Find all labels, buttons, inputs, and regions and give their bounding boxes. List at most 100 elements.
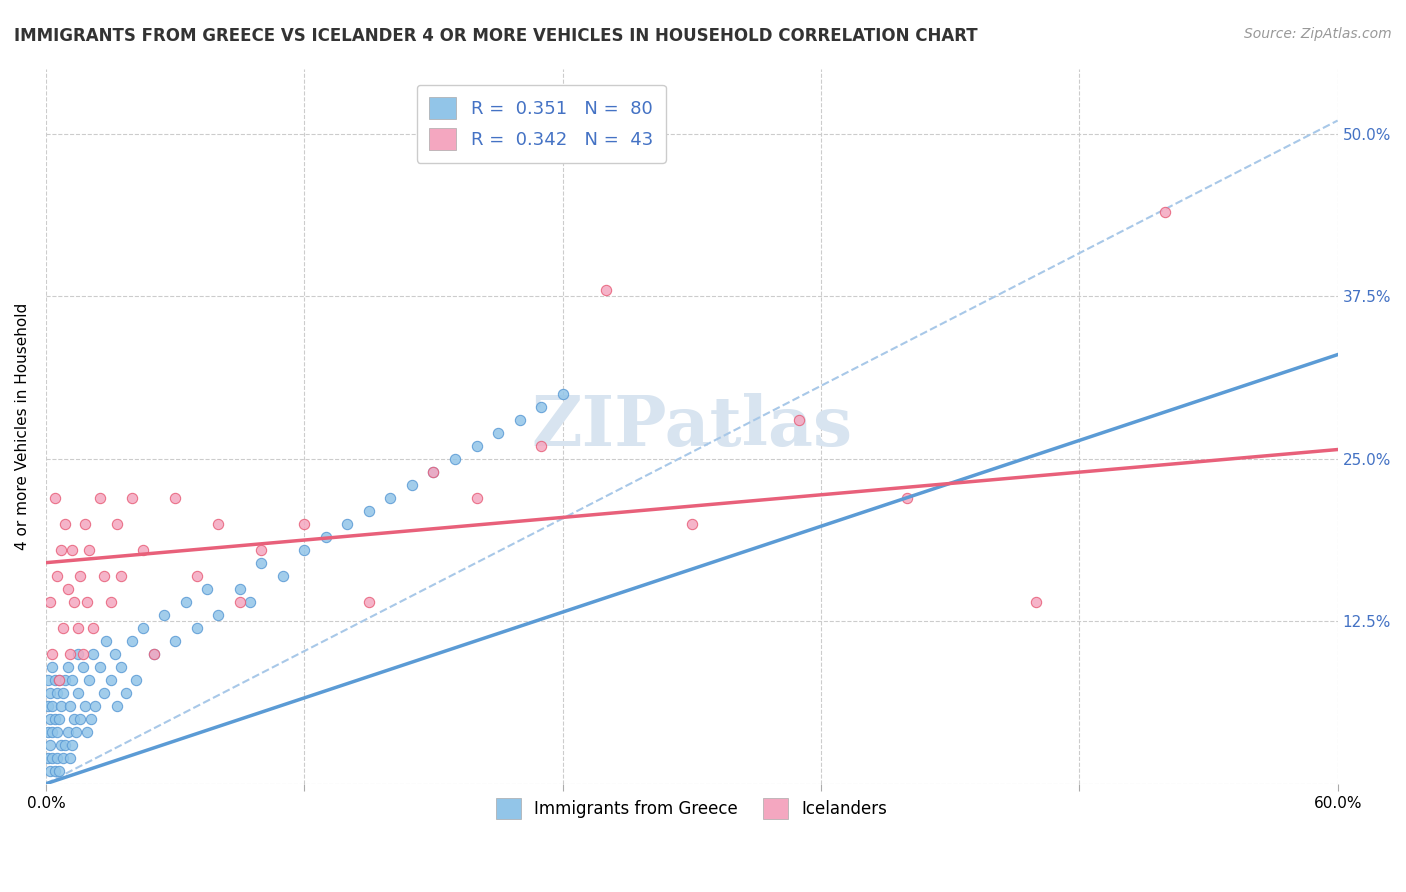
Point bbox=[48, 673, 70, 687]
Point bbox=[37, 673, 59, 687]
Point bbox=[65, 724, 87, 739]
Point bbox=[110, 568, 132, 582]
Point bbox=[59, 647, 82, 661]
Point bbox=[1154, 204, 1177, 219]
Point bbox=[165, 491, 187, 505]
Point bbox=[49, 698, 72, 713]
Point bbox=[357, 595, 380, 609]
Point bbox=[41, 724, 63, 739]
Point bbox=[228, 595, 250, 609]
Point bbox=[39, 712, 62, 726]
Point bbox=[465, 491, 488, 505]
Point bbox=[465, 439, 488, 453]
Point bbox=[250, 542, 273, 557]
Point bbox=[105, 516, 128, 531]
Point bbox=[84, 698, 107, 713]
Point bbox=[52, 621, 75, 635]
Point bbox=[89, 491, 111, 505]
Point bbox=[56, 724, 79, 739]
Point bbox=[60, 542, 83, 557]
Legend: Immigrants from Greece, Icelanders: Immigrants from Greece, Icelanders bbox=[489, 792, 894, 825]
Point bbox=[48, 673, 70, 687]
Point bbox=[52, 750, 75, 764]
Point bbox=[49, 738, 72, 752]
Point bbox=[37, 698, 59, 713]
Point bbox=[45, 724, 67, 739]
Point bbox=[41, 647, 63, 661]
Point bbox=[77, 542, 100, 557]
Point bbox=[52, 686, 75, 700]
Point bbox=[48, 712, 70, 726]
Point bbox=[89, 659, 111, 673]
Point bbox=[100, 595, 122, 609]
Point bbox=[93, 686, 115, 700]
Point bbox=[73, 698, 96, 713]
Point bbox=[93, 568, 115, 582]
Point bbox=[60, 673, 83, 687]
Point bbox=[69, 712, 91, 726]
Point bbox=[63, 712, 86, 726]
Point bbox=[530, 400, 553, 414]
Point bbox=[59, 698, 82, 713]
Point bbox=[186, 568, 208, 582]
Point bbox=[39, 595, 62, 609]
Point bbox=[67, 686, 90, 700]
Point bbox=[59, 750, 82, 764]
Point bbox=[121, 633, 143, 648]
Point bbox=[53, 738, 76, 752]
Point bbox=[82, 647, 104, 661]
Point bbox=[72, 647, 94, 661]
Point bbox=[45, 568, 67, 582]
Point bbox=[41, 698, 63, 713]
Point bbox=[41, 750, 63, 764]
Point bbox=[77, 673, 100, 687]
Point bbox=[56, 659, 79, 673]
Point bbox=[271, 568, 294, 582]
Point bbox=[96, 633, 118, 648]
Point bbox=[105, 698, 128, 713]
Point bbox=[67, 621, 90, 635]
Point bbox=[53, 516, 76, 531]
Point bbox=[104, 647, 127, 661]
Point bbox=[315, 530, 337, 544]
Point bbox=[121, 491, 143, 505]
Point bbox=[49, 542, 72, 557]
Point bbox=[45, 686, 67, 700]
Point bbox=[60, 738, 83, 752]
Point bbox=[80, 712, 103, 726]
Point bbox=[896, 491, 918, 505]
Point bbox=[56, 582, 79, 596]
Point bbox=[44, 712, 66, 726]
Point bbox=[292, 516, 315, 531]
Point bbox=[44, 764, 66, 778]
Point bbox=[595, 283, 617, 297]
Point bbox=[45, 750, 67, 764]
Point bbox=[82, 621, 104, 635]
Point bbox=[207, 516, 229, 531]
Point bbox=[76, 595, 98, 609]
Point bbox=[125, 673, 148, 687]
Point bbox=[486, 425, 509, 440]
Point bbox=[142, 647, 165, 661]
Point bbox=[551, 386, 574, 401]
Text: IMMIGRANTS FROM GREECE VS ICELANDER 4 OR MORE VEHICLES IN HOUSEHOLD CORRELATION : IMMIGRANTS FROM GREECE VS ICELANDER 4 OR… bbox=[14, 27, 977, 45]
Point bbox=[444, 451, 467, 466]
Point bbox=[380, 491, 402, 505]
Point bbox=[132, 621, 155, 635]
Point bbox=[422, 465, 444, 479]
Point bbox=[1025, 595, 1047, 609]
Point bbox=[530, 439, 553, 453]
Point bbox=[73, 516, 96, 531]
Point bbox=[37, 724, 59, 739]
Point bbox=[509, 412, 531, 426]
Point bbox=[132, 542, 155, 557]
Point bbox=[153, 607, 176, 622]
Point bbox=[53, 673, 76, 687]
Point bbox=[336, 516, 359, 531]
Point bbox=[401, 477, 423, 491]
Point bbox=[67, 647, 90, 661]
Point bbox=[207, 607, 229, 622]
Point bbox=[250, 556, 273, 570]
Point bbox=[72, 659, 94, 673]
Point bbox=[228, 582, 250, 596]
